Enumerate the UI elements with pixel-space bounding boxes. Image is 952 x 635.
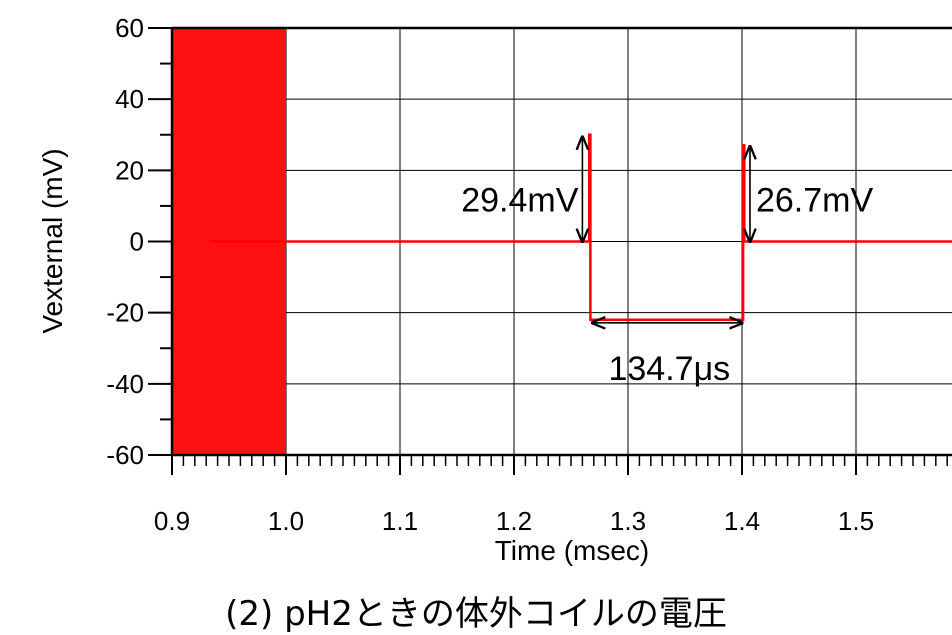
y-tick-labels: 60 40 20 0 -20 -40 -60 xyxy=(106,13,144,470)
x-tick-label: 1.0 xyxy=(268,506,304,536)
x-tick-label: 0.9 xyxy=(154,506,190,536)
y-tick-label: 60 xyxy=(115,13,144,43)
x-tick-label: 1.5 xyxy=(838,506,874,536)
y-tick-label: -60 xyxy=(106,440,144,470)
y-tick-label: 40 xyxy=(115,84,144,114)
x-tick-label: 1.2 xyxy=(496,506,532,536)
y-tick-label: 0 xyxy=(130,227,144,257)
y-tick-label: 20 xyxy=(115,155,144,185)
annotation-26-7mv: 26.7mV xyxy=(756,182,873,220)
annotations: 29.4mV 26.7mV 134.7μs xyxy=(461,137,873,388)
series-line xyxy=(209,133,952,322)
annotation-134-7us: 134.7μs xyxy=(608,350,730,388)
y-tick-label: -20 xyxy=(106,298,144,328)
x-axis-title: Time (msec) xyxy=(495,535,650,566)
caption: (2) pH2ときの体外コイルの電圧 xyxy=(225,594,727,634)
annotation-29-4mv: 29.4mV xyxy=(461,182,578,220)
x-tick-label: 1.4 xyxy=(724,506,760,536)
y-tick-label: -40 xyxy=(106,369,144,399)
x-tick-labels: 0.91.01.11.21.31.41.51. xyxy=(154,506,874,536)
y-axis-title: Vexternal (mV) xyxy=(37,148,68,333)
ticks xyxy=(148,27,948,475)
x-tick-label: 1.1 xyxy=(382,506,418,536)
x-tick-label: 1.3 xyxy=(610,506,646,536)
